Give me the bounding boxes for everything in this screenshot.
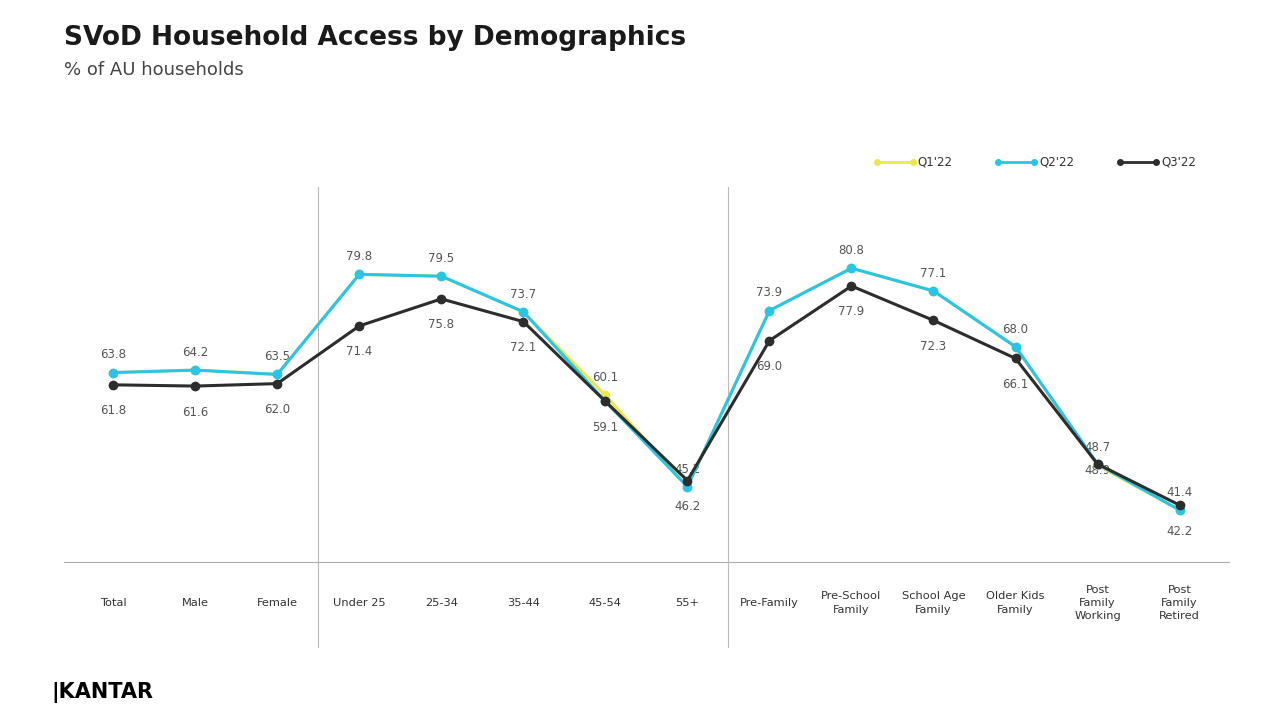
Text: 46.2: 46.2 <box>675 500 700 513</box>
Text: 64.2: 64.2 <box>182 346 209 359</box>
Text: 79.8: 79.8 <box>346 251 372 264</box>
Text: 59.1: 59.1 <box>593 421 618 434</box>
Text: 68.0: 68.0 <box>1002 323 1029 336</box>
Text: 69.0: 69.0 <box>756 360 782 373</box>
Text: 48.9: 48.9 <box>1084 464 1111 477</box>
Text: 63.8: 63.8 <box>100 348 127 361</box>
Text: Male: Male <box>182 598 209 608</box>
Text: 73.7: 73.7 <box>511 288 536 301</box>
Text: 63.5: 63.5 <box>264 351 291 364</box>
Text: 72.1: 72.1 <box>511 341 536 354</box>
Text: 62.0: 62.0 <box>264 403 291 416</box>
Text: 61.8: 61.8 <box>100 404 127 418</box>
Text: 79.5: 79.5 <box>429 252 454 265</box>
Text: Q1'22: Q1'22 <box>918 156 952 168</box>
Text: 80.8: 80.8 <box>838 244 864 257</box>
Text: 66.1: 66.1 <box>1002 378 1029 391</box>
Text: 41.4: 41.4 <box>1166 486 1193 499</box>
Text: Total: Total <box>100 598 127 608</box>
Text: Pre-School
Family: Pre-School Family <box>822 591 882 615</box>
Text: Under 25: Under 25 <box>333 598 385 608</box>
Text: Q3'22: Q3'22 <box>1161 156 1196 168</box>
Text: 55+: 55+ <box>676 598 699 608</box>
Text: 45-54: 45-54 <box>589 598 622 608</box>
Text: 48.7: 48.7 <box>1084 441 1111 454</box>
Text: 71.4: 71.4 <box>346 346 372 359</box>
Text: Post
Family
Working: Post Family Working <box>1074 585 1121 621</box>
Text: 75.8: 75.8 <box>429 318 454 331</box>
Text: % of AU households: % of AU households <box>64 61 243 79</box>
Text: 77.1: 77.1 <box>920 267 947 280</box>
Text: 61.6: 61.6 <box>182 405 209 418</box>
Text: 42.2: 42.2 <box>1166 525 1193 538</box>
Text: Q2'22: Q2'22 <box>1039 156 1074 168</box>
Text: 35-44: 35-44 <box>507 598 540 608</box>
Text: Female: Female <box>257 598 298 608</box>
Text: Pre-Family: Pre-Family <box>740 598 799 608</box>
Text: Post
Family
Retired: Post Family Retired <box>1160 585 1201 621</box>
Text: 25-34: 25-34 <box>425 598 458 608</box>
Text: 72.3: 72.3 <box>920 340 947 353</box>
Text: SVoD Household Access by Demographics: SVoD Household Access by Demographics <box>64 25 686 51</box>
Text: 73.9: 73.9 <box>756 287 782 300</box>
Text: 77.9: 77.9 <box>838 305 864 318</box>
Text: 45.2: 45.2 <box>675 463 700 476</box>
Text: Older Kids
Family: Older Kids Family <box>987 591 1044 615</box>
Text: School Age
Family: School Age Family <box>901 591 965 615</box>
Text: |KANTAR: |KANTAR <box>51 682 154 703</box>
Text: 60.1: 60.1 <box>593 371 618 384</box>
